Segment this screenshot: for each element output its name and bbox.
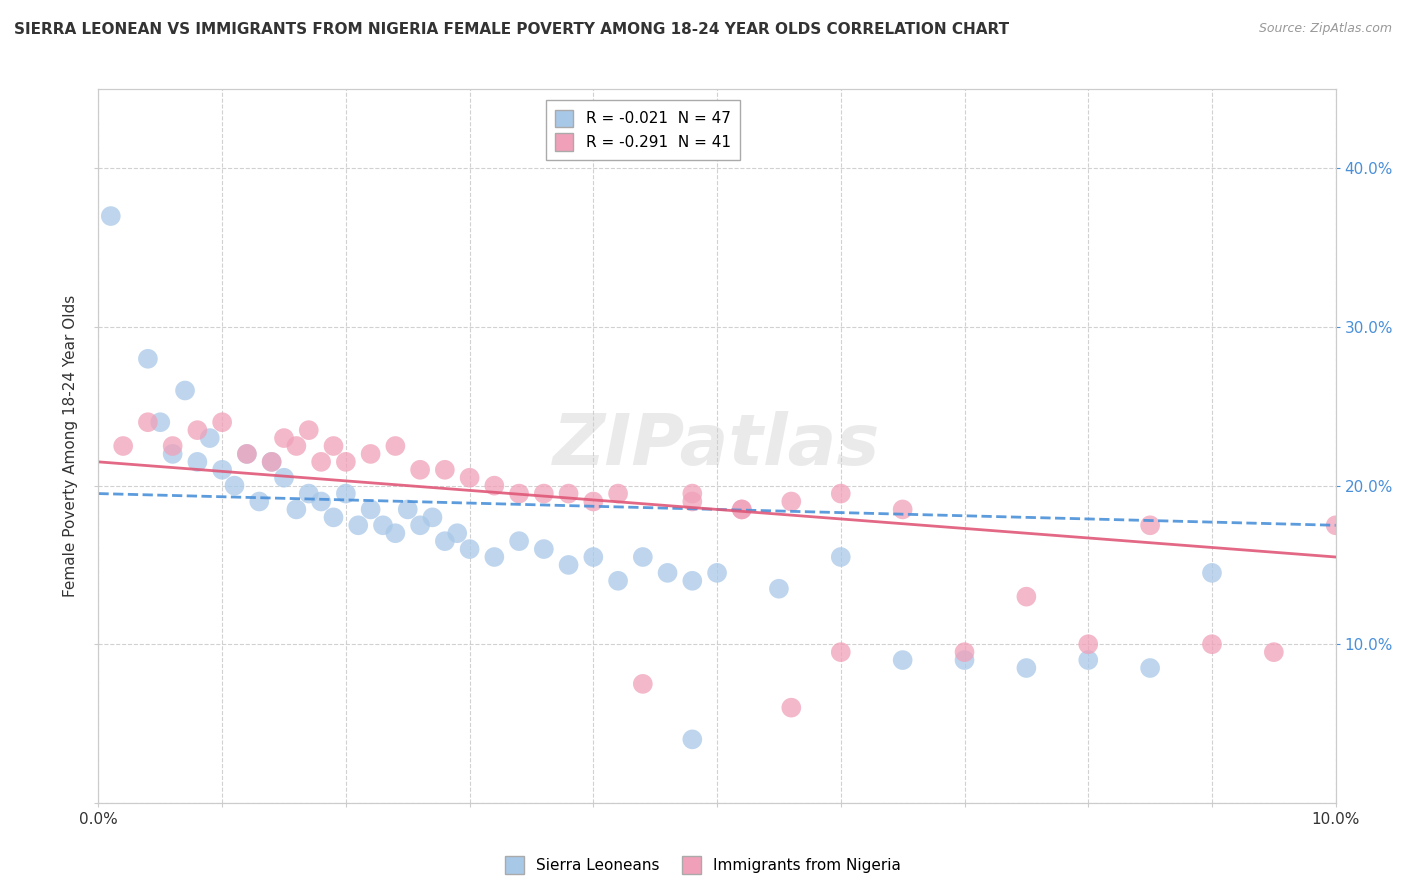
- Point: [309, 494, 332, 508]
- Point: [211, 415, 233, 429]
- Point: [557, 558, 579, 572]
- Point: [322, 510, 344, 524]
- Point: [273, 431, 295, 445]
- Point: [285, 502, 308, 516]
- Point: [112, 439, 135, 453]
- Point: [557, 486, 579, 500]
- Legend: Sierra Leoneans, Immigrants from Nigeria: Sierra Leoneans, Immigrants from Nigeria: [499, 850, 907, 880]
- Point: [224, 478, 246, 492]
- Point: [780, 700, 803, 714]
- Point: [681, 574, 703, 588]
- Point: [657, 566, 679, 580]
- Point: [100, 209, 122, 223]
- Point: [186, 423, 208, 437]
- Point: [1324, 518, 1347, 533]
- Point: [298, 423, 321, 437]
- Point: [1139, 661, 1161, 675]
- Point: [162, 439, 184, 453]
- Point: [582, 494, 605, 508]
- Point: [731, 502, 754, 516]
- Point: [1015, 590, 1038, 604]
- Text: Source: ZipAtlas.com: Source: ZipAtlas.com: [1258, 22, 1392, 36]
- Point: [607, 486, 630, 500]
- Point: [186, 455, 208, 469]
- Point: [830, 645, 852, 659]
- Point: [360, 447, 382, 461]
- Y-axis label: Female Poverty Among 18-24 Year Olds: Female Poverty Among 18-24 Year Olds: [63, 295, 79, 597]
- Point: [384, 439, 406, 453]
- Point: [533, 486, 555, 500]
- Point: [1077, 653, 1099, 667]
- Point: [198, 431, 221, 445]
- Legend: R = -0.021  N = 47, R = -0.291  N = 41: R = -0.021 N = 47, R = -0.291 N = 41: [546, 101, 740, 161]
- Point: [433, 463, 456, 477]
- Point: [211, 463, 233, 477]
- Point: [422, 510, 444, 524]
- Point: [347, 518, 370, 533]
- Point: [607, 574, 630, 588]
- Point: [458, 471, 481, 485]
- Point: [335, 486, 357, 500]
- Point: [681, 494, 703, 508]
- Point: [1077, 637, 1099, 651]
- Point: [533, 542, 555, 557]
- Point: [446, 526, 468, 541]
- Point: [953, 653, 976, 667]
- Point: [136, 351, 159, 366]
- Point: [891, 502, 914, 516]
- Point: [396, 502, 419, 516]
- Point: [285, 439, 308, 453]
- Point: [681, 732, 703, 747]
- Point: [731, 502, 754, 516]
- Point: [768, 582, 790, 596]
- Point: [335, 455, 357, 469]
- Point: [508, 534, 530, 549]
- Point: [830, 549, 852, 564]
- Point: [484, 478, 506, 492]
- Point: [1015, 661, 1038, 675]
- Point: [236, 447, 259, 461]
- Text: SIERRA LEONEAN VS IMMIGRANTS FROM NIGERIA FEMALE POVERTY AMONG 18-24 YEAR OLDS C: SIERRA LEONEAN VS IMMIGRANTS FROM NIGERI…: [14, 22, 1010, 37]
- Point: [384, 526, 406, 541]
- Point: [149, 415, 172, 429]
- Point: [309, 455, 332, 469]
- Point: [1139, 518, 1161, 533]
- Point: [1263, 645, 1285, 659]
- Point: [508, 486, 530, 500]
- Point: [891, 653, 914, 667]
- Point: [409, 463, 432, 477]
- Point: [484, 549, 506, 564]
- Point: [260, 455, 283, 469]
- Point: [174, 384, 197, 398]
- Point: [830, 486, 852, 500]
- Point: [360, 502, 382, 516]
- Point: [371, 518, 394, 533]
- Point: [582, 549, 605, 564]
- Point: [298, 486, 321, 500]
- Point: [1201, 637, 1223, 651]
- Point: [136, 415, 159, 429]
- Point: [780, 494, 803, 508]
- Point: [1201, 566, 1223, 580]
- Point: [953, 645, 976, 659]
- Point: [631, 677, 654, 691]
- Point: [458, 542, 481, 557]
- Point: [236, 447, 259, 461]
- Text: ZIPatlas: ZIPatlas: [554, 411, 880, 481]
- Point: [706, 566, 728, 580]
- Point: [433, 534, 456, 549]
- Point: [322, 439, 344, 453]
- Point: [260, 455, 283, 469]
- Point: [631, 549, 654, 564]
- Point: [273, 471, 295, 485]
- Point: [409, 518, 432, 533]
- Point: [162, 447, 184, 461]
- Point: [247, 494, 270, 508]
- Point: [681, 486, 703, 500]
